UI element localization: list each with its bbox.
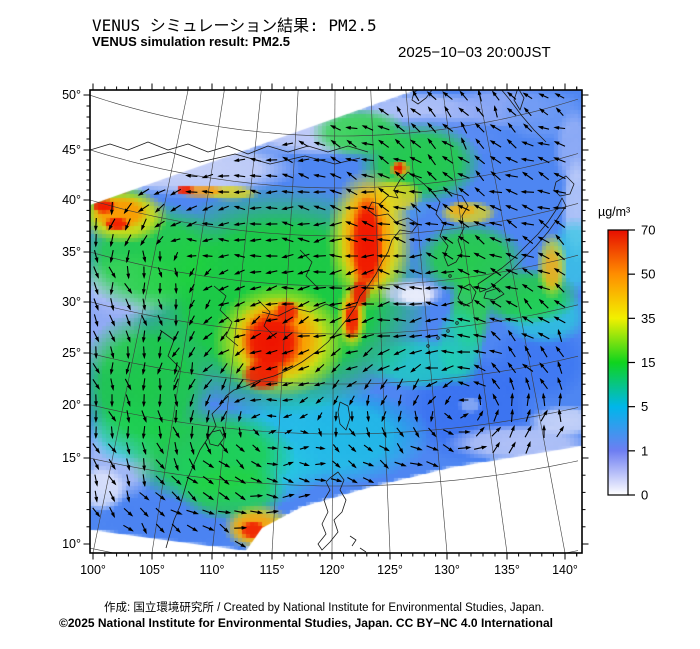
- page-title-japanese: VENUS シミュレーション結果: PM2.5: [92, 16, 377, 35]
- svg-text:40°: 40°: [62, 193, 81, 207]
- svg-text:15°: 15°: [62, 451, 81, 465]
- svg-text:15: 15: [641, 355, 655, 370]
- svg-text:70: 70: [641, 223, 655, 238]
- svg-text:140°: 140°: [552, 563, 578, 577]
- timestamp-label: 2025−10−03 20:00JST: [398, 44, 551, 61]
- svg-text:135°: 135°: [494, 563, 520, 577]
- svg-text:45°: 45°: [62, 143, 81, 157]
- svg-text:5: 5: [641, 399, 648, 414]
- svg-text:35°: 35°: [62, 245, 81, 259]
- svg-text:10°: 10°: [62, 537, 81, 551]
- page-title-english: VENUS simulation result: PM2.5: [92, 34, 290, 49]
- axes-layer: 100° 105° 110° 115° 120° 125° 130° 135° 140° 50° 4…: [62, 83, 589, 577]
- svg-text:1: 1: [641, 443, 648, 458]
- svg-text:35: 35: [641, 311, 655, 326]
- svg-text:110°: 110°: [200, 563, 225, 577]
- footer-credit: 作成: 国立環境研究所 / Created by National Instit…: [104, 602, 545, 614]
- wind-arrow-layer: [92, 90, 567, 548]
- svg-text:100°: 100°: [80, 563, 106, 577]
- svg-text:30°: 30°: [62, 295, 81, 309]
- svg-text:0: 0: [641, 488, 648, 503]
- svg-text:120°: 120°: [319, 563, 345, 577]
- svg-text:130°: 130°: [434, 563, 460, 577]
- colorbar: 70 50 35 15 5 1 0 µg/m³: [598, 205, 655, 503]
- svg-text:125°: 125°: [377, 563, 403, 577]
- svg-text:105°: 105°: [139, 563, 165, 577]
- svg-text:20°: 20°: [62, 398, 81, 412]
- svg-text:50: 50: [641, 267, 655, 282]
- footer-license: ©2025 National Institute for Environment…: [59, 616, 553, 630]
- svg-text:25°: 25°: [62, 346, 81, 360]
- svg-text:50°: 50°: [62, 88, 81, 102]
- svg-text:115°: 115°: [260, 563, 285, 577]
- colorbar-unit-label: µg/m³: [598, 205, 630, 219]
